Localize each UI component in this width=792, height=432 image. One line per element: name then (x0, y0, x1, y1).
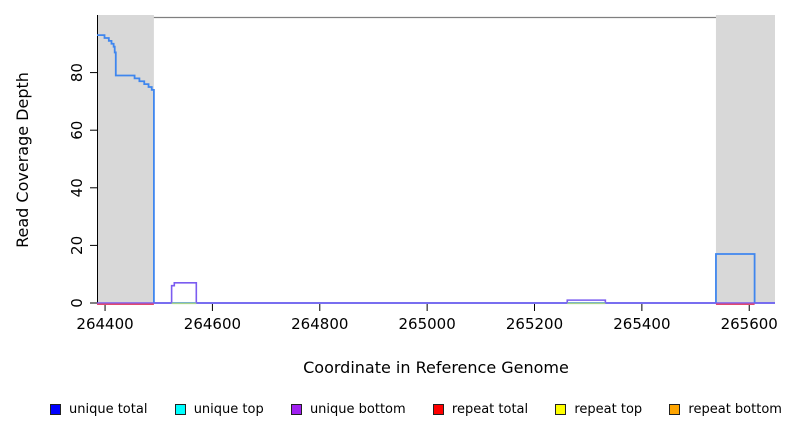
y-tick-label: 0 (68, 298, 86, 308)
y-axis-title: Read Coverage Depth (13, 72, 32, 248)
legend-label: repeat bottom (688, 401, 782, 417)
legend-swatch-icon (669, 403, 681, 415)
y-tick-label: 20 (68, 236, 86, 255)
legend-label: repeat total (451, 401, 529, 417)
legend-label: repeat top (574, 401, 643, 417)
series-unique-total (97, 34, 775, 304)
legend-swatch-icon (50, 403, 61, 415)
legend-label: unique bottom (309, 401, 406, 417)
x-tick-label: 265400 (613, 315, 670, 333)
x-tick-label: 265200 (506, 315, 563, 333)
legend-item: unique top (174, 401, 264, 417)
y-tick-label: 60 (68, 121, 86, 140)
x-tick-label: 264400 (76, 315, 133, 333)
series-unique-bottom (97, 282, 775, 304)
x-tick-label: 264800 (291, 315, 348, 333)
legend-swatch-icon (174, 403, 186, 415)
y-tick-label: 80 (68, 63, 86, 82)
legend-item: unique bottom (290, 401, 406, 417)
legend-swatch-icon (290, 403, 302, 415)
legend-item: repeat bottom (669, 403, 782, 416)
x-tick-label: 265000 (399, 315, 456, 333)
x-tick-label: 264600 (184, 315, 241, 333)
y-tick-label: 40 (68, 178, 86, 197)
legend-label: unique total (69, 401, 148, 417)
shaded-region (715, 15, 775, 304)
legend-label: unique top (193, 401, 264, 417)
legend-swatch-icon (555, 403, 567, 415)
legend: unique total unique top unique bottom repea… (50, 397, 782, 421)
legend-swatch-icon (432, 403, 444, 415)
x-axis-title: Coordinate in Reference Genome (303, 358, 569, 377)
legend-item: unique total (50, 403, 147, 416)
shaded-region (97, 15, 154, 304)
legend-item: repeat top (555, 403, 642, 416)
legend-item: repeat total (432, 401, 529, 417)
x-tick-label: 265600 (721, 315, 778, 333)
